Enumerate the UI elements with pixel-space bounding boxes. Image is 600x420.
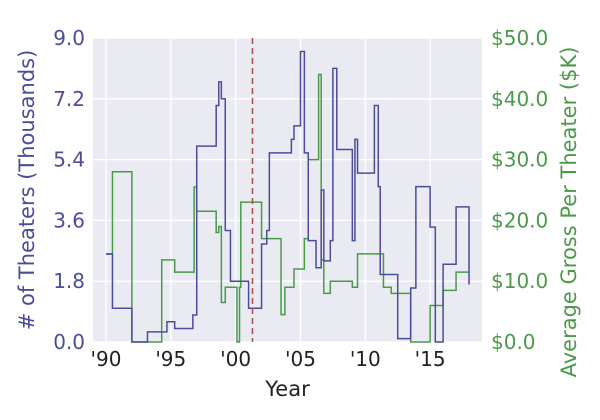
right-tick-label: $50.0 xyxy=(491,26,548,50)
x-axis-ticks: '90 '95 '00 '05 '10 '15 xyxy=(90,347,445,371)
left-tick-label: 7.2 xyxy=(53,87,85,111)
right-tick-label: $10.0 xyxy=(491,269,548,293)
left-tick-label: 0.0 xyxy=(53,330,85,354)
right-tick-label: $20.0 xyxy=(491,208,548,232)
gross-series-line xyxy=(105,73,470,343)
grid-lines xyxy=(93,37,482,343)
x-tick-label: '05 xyxy=(285,347,316,371)
x-tick-label: '90 xyxy=(90,347,121,371)
x-tick-label: '00 xyxy=(220,347,251,371)
theaters-series-line xyxy=(105,50,470,343)
x-tick-label: '95 xyxy=(155,347,186,371)
left-tick-label: 5.4 xyxy=(53,148,85,172)
x-axis-title: Year xyxy=(264,377,310,401)
right-axis-ticks: $0.0 $10.0 $20.0 $30.0 $40.0 $50.0 xyxy=(491,26,548,354)
x-tick-label: '15 xyxy=(415,347,446,371)
series-layer xyxy=(105,38,470,343)
left-tick-label: 1.8 xyxy=(53,269,85,293)
right-tick-label: $40.0 xyxy=(491,87,548,111)
left-tick-label: 3.6 xyxy=(53,208,85,232)
x-tick-label: '10 xyxy=(350,347,381,371)
right-tick-label: $0.0 xyxy=(491,330,536,354)
right-axis-title: Average Gross Per Theater ($K) xyxy=(557,47,581,378)
plot-area xyxy=(93,38,482,342)
right-tick-label: $30.0 xyxy=(491,148,548,172)
left-axis-title: # of Theaters (Thousands) xyxy=(15,50,39,331)
left-tick-label: 9.0 xyxy=(53,26,85,50)
left-axis-ticks: 0.0 1.8 3.6 5.4 7.2 9.0 xyxy=(53,26,85,354)
